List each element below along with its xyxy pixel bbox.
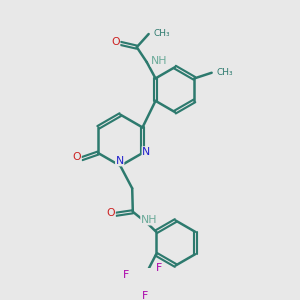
- Text: F: F: [142, 291, 148, 300]
- Text: F: F: [156, 263, 162, 273]
- Text: NH: NH: [151, 56, 167, 66]
- Text: CH₃: CH₃: [153, 29, 169, 38]
- Text: CH₃: CH₃: [216, 68, 232, 76]
- Text: NH: NH: [141, 215, 157, 225]
- Text: O: O: [111, 37, 120, 47]
- Text: N: N: [142, 147, 150, 157]
- Text: N: N: [116, 156, 124, 166]
- Text: O: O: [106, 208, 115, 218]
- Text: O: O: [73, 152, 81, 162]
- Text: F: F: [123, 271, 129, 281]
